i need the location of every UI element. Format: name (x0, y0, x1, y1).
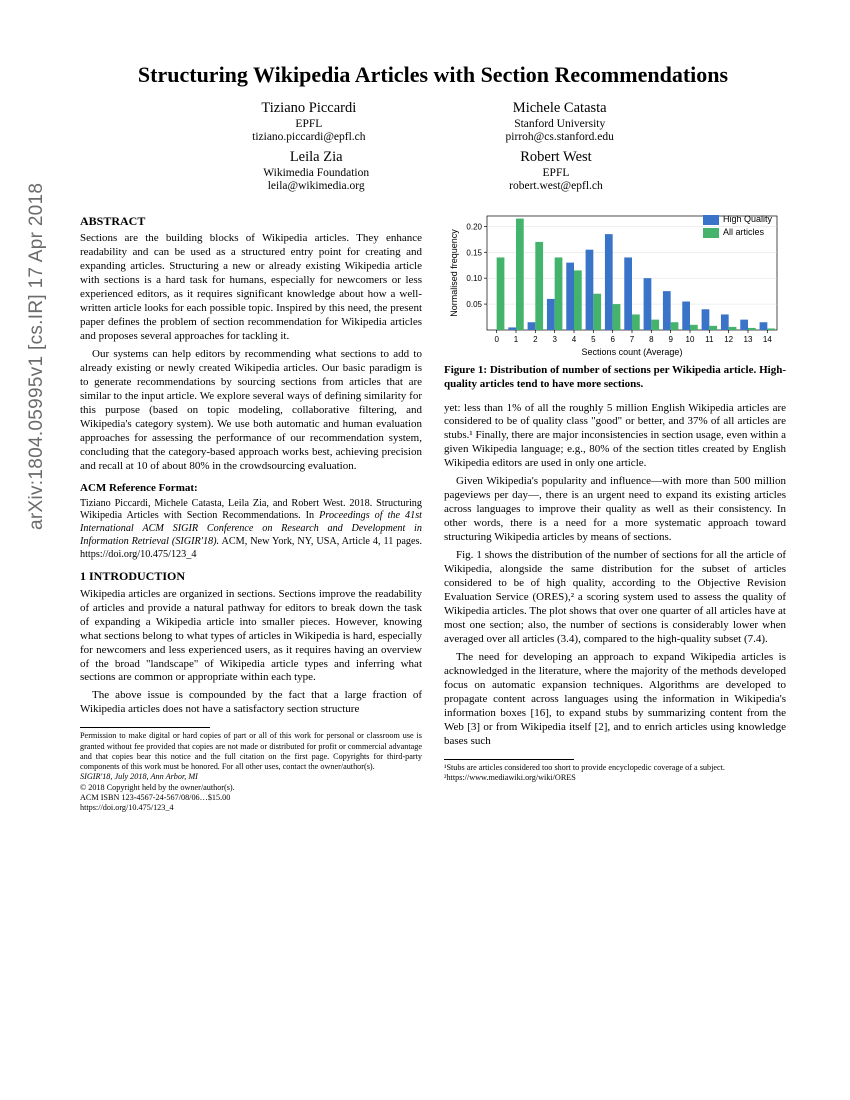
arxiv-identifier: arXiv:1804.05995v1 [cs.IR] 17 Apr 2018 (26, 183, 48, 530)
svg-text:3: 3 (552, 335, 557, 344)
figure-1: 0.050.100.150.2001234567891011121314Sect… (444, 208, 786, 392)
legend-item: High Quality (703, 214, 772, 225)
svg-text:Normalised frequency: Normalised frequency (449, 229, 459, 317)
author-email: pirroh@cs.stanford.edu (506, 131, 614, 143)
abstract-para: Sections are the building blocks of Wiki… (80, 232, 422, 344)
svg-text:6: 6 (610, 335, 615, 344)
author-name: Robert West (509, 149, 603, 166)
intro-heading: 1 INTRODUCTION (80, 569, 422, 584)
svg-text:7: 7 (630, 335, 635, 344)
author-block: Tiziano Piccardi EPFL tiziano.piccardi@e… (252, 100, 365, 143)
intro-para: Wikipedia articles are organized in sect… (80, 588, 422, 686)
authors-row-2: Leila Zia Wikimedia Foundation leila@wik… (80, 149, 786, 192)
conference-line: SIGIR'18, July 2018, Ann Arbor, MI (80, 772, 422, 782)
footnote-rule (80, 727, 210, 728)
legend-label: All articles (723, 227, 764, 238)
figure-caption: Figure 1: Distribution of number of sect… (444, 364, 786, 392)
author-affiliation: EPFL (509, 167, 603, 179)
footnote-2: ²https://www.mediawiki.org/wiki/ORES (444, 773, 786, 783)
svg-text:10: 10 (686, 335, 695, 344)
left-column: ABSTRACT Sections are the building block… (80, 206, 422, 813)
chart-legend: High Quality All articles (703, 214, 772, 241)
acm-ref-body: Tiziano Piccardi, Michele Catasta, Leila… (80, 498, 422, 562)
doi-line: https://doi.org/10.475/123_4 (80, 803, 422, 813)
legend-swatch (703, 215, 719, 225)
author-block: Leila Zia Wikimedia Foundation leila@wik… (263, 149, 369, 192)
author-name: Michele Catasta (506, 100, 614, 117)
author-affiliation: EPFL (252, 118, 365, 130)
abstract-heading: ABSTRACT (80, 214, 422, 229)
svg-text:9: 9 (668, 335, 673, 344)
right-column: 0.050.100.150.2001234567891011121314Sect… (444, 206, 786, 813)
svg-text:1: 1 (514, 335, 519, 344)
svg-text:0: 0 (494, 335, 499, 344)
svg-text:4: 4 (572, 335, 577, 344)
two-column-body: ABSTRACT Sections are the building block… (80, 206, 786, 813)
author-block: Michele Catasta Stanford University pirr… (506, 100, 614, 143)
svg-text:0.10: 0.10 (466, 274, 482, 283)
page-content: Structuring Wikipedia Articles with Sect… (0, 0, 850, 853)
bar-chart: 0.050.100.150.2001234567891011121314Sect… (444, 208, 786, 358)
conference-venue: SIGIR'18, July 2018, Ann Arbor, MI (80, 772, 198, 781)
author-name: Tiziano Piccardi (252, 100, 365, 117)
paper-title: Structuring Wikipedia Articles with Sect… (80, 62, 786, 88)
footnote-1: ¹Stubs are articles considered too short… (444, 763, 786, 773)
footnote-rule (444, 759, 574, 760)
authors-row-1: Tiziano Piccardi EPFL tiziano.piccardi@e… (80, 100, 786, 143)
author-block: Robert West EPFL robert.west@epfl.ch (509, 149, 603, 192)
svg-text:0.20: 0.20 (466, 222, 482, 231)
author-affiliation: Stanford University (506, 118, 614, 130)
isbn-line: ACM ISBN 123-4567-24-567/08/06…$15.00 (80, 793, 422, 803)
legend-label: High Quality (723, 214, 772, 225)
svg-text:13: 13 (744, 335, 753, 344)
author-affiliation: Wikimedia Foundation (263, 167, 369, 179)
legend-item: All articles (703, 227, 772, 238)
abstract-para: Our systems can help editors by recommen… (80, 348, 422, 474)
author-email: tiziano.piccardi@epfl.ch (252, 131, 365, 143)
svg-text:2: 2 (533, 335, 538, 344)
author-name: Leila Zia (263, 149, 369, 166)
body-para: Fig. 1 shows the distribution of the num… (444, 549, 786, 647)
svg-text:11: 11 (705, 335, 714, 344)
copyright-line: © 2018 Copyright held by the owner/autho… (80, 783, 422, 793)
author-email: robert.west@epfl.ch (509, 180, 603, 192)
body-para: Given Wikipedia's popularity and influen… (444, 475, 786, 545)
body-para: The need for developing an approach to e… (444, 651, 786, 749)
svg-text:5: 5 (591, 335, 596, 344)
svg-text:0.05: 0.05 (466, 300, 482, 309)
author-email: leila@wikimedia.org (263, 180, 369, 192)
svg-text:8: 8 (649, 335, 654, 344)
acm-ref-heading: ACM Reference Format: (80, 482, 422, 496)
svg-text:12: 12 (724, 335, 733, 344)
svg-text:Sections count (Average): Sections count (Average) (582, 347, 683, 357)
legend-swatch (703, 228, 719, 238)
body-para: yet: less than 1% of all the roughly 5 m… (444, 402, 786, 472)
intro-para: The above issue is compounded by the fac… (80, 689, 422, 717)
svg-text:0.15: 0.15 (466, 248, 482, 257)
svg-text:14: 14 (763, 335, 772, 344)
permission-text: Permission to make digital or hard copie… (80, 731, 422, 772)
